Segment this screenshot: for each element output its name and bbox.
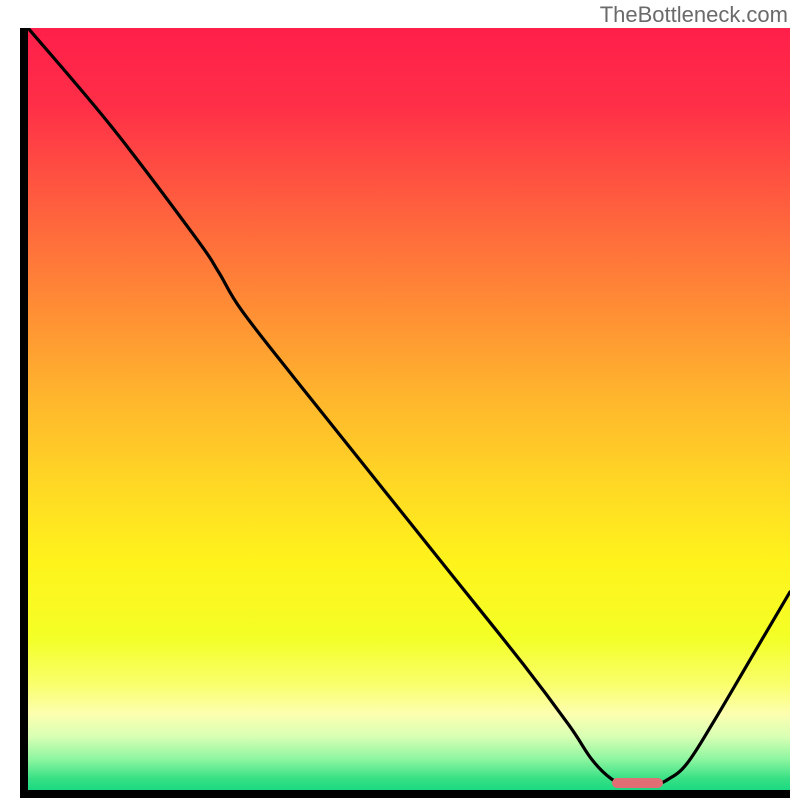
optimal-marker — [612, 778, 662, 788]
frame-bottom — [20, 790, 790, 798]
attribution-text: TheBottleneck.com — [600, 2, 788, 28]
frame-left — [20, 28, 28, 798]
bottleneck-curve — [28, 28, 790, 790]
plot-area — [28, 28, 790, 790]
